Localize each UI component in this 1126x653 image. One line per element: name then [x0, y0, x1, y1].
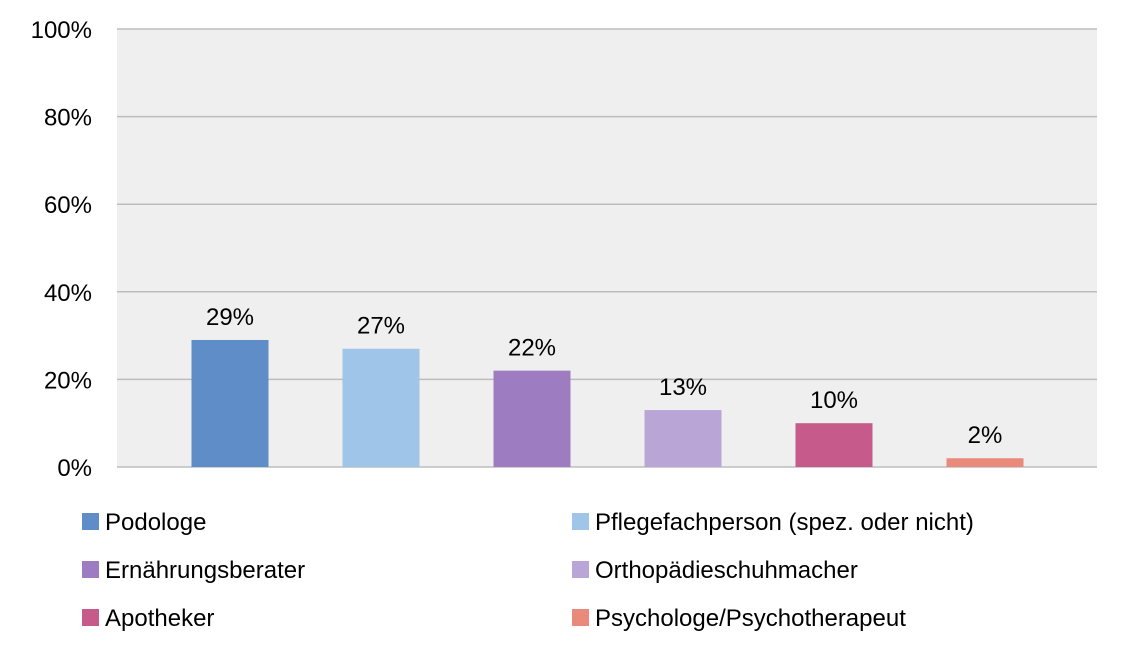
y-tick-label: 0% [57, 455, 92, 482]
y-tick-label: 80% [44, 105, 92, 132]
data-label: 22% [508, 335, 556, 362]
legend-label: Podologe [105, 509, 206, 536]
data-label: 13% [659, 374, 707, 401]
legend-swatch [572, 609, 589, 626]
legend-label: Orthopädieschuhmacher [595, 557, 858, 584]
y-tick-label: 20% [44, 367, 92, 394]
bar [342, 348, 420, 467]
legend-swatch [82, 513, 99, 530]
bar [946, 458, 1024, 467]
legend-label: Psychologe/Psychotherapeut [595, 605, 906, 632]
legend-swatch [572, 561, 589, 578]
bar [493, 370, 571, 467]
bar [795, 423, 873, 467]
plot-area [117, 29, 1097, 467]
legend-swatch [82, 609, 99, 626]
legend-swatch [572, 513, 589, 530]
legend-swatch [82, 561, 99, 578]
data-label: 29% [206, 304, 254, 331]
legend-label: Pflegefachperson (spez. oder nicht) [595, 509, 974, 536]
legend-label: Ernährungsberater [105, 557, 305, 584]
data-label: 27% [357, 313, 405, 340]
legend-label: Apotheker [105, 605, 214, 632]
data-label: 10% [810, 387, 858, 414]
data-label: 2% [968, 422, 1003, 449]
bar [644, 410, 722, 467]
y-tick-label: 40% [44, 280, 92, 307]
y-tick-label: 60% [44, 192, 92, 219]
y-tick-label: 100% [31, 17, 92, 44]
bar [191, 339, 269, 467]
